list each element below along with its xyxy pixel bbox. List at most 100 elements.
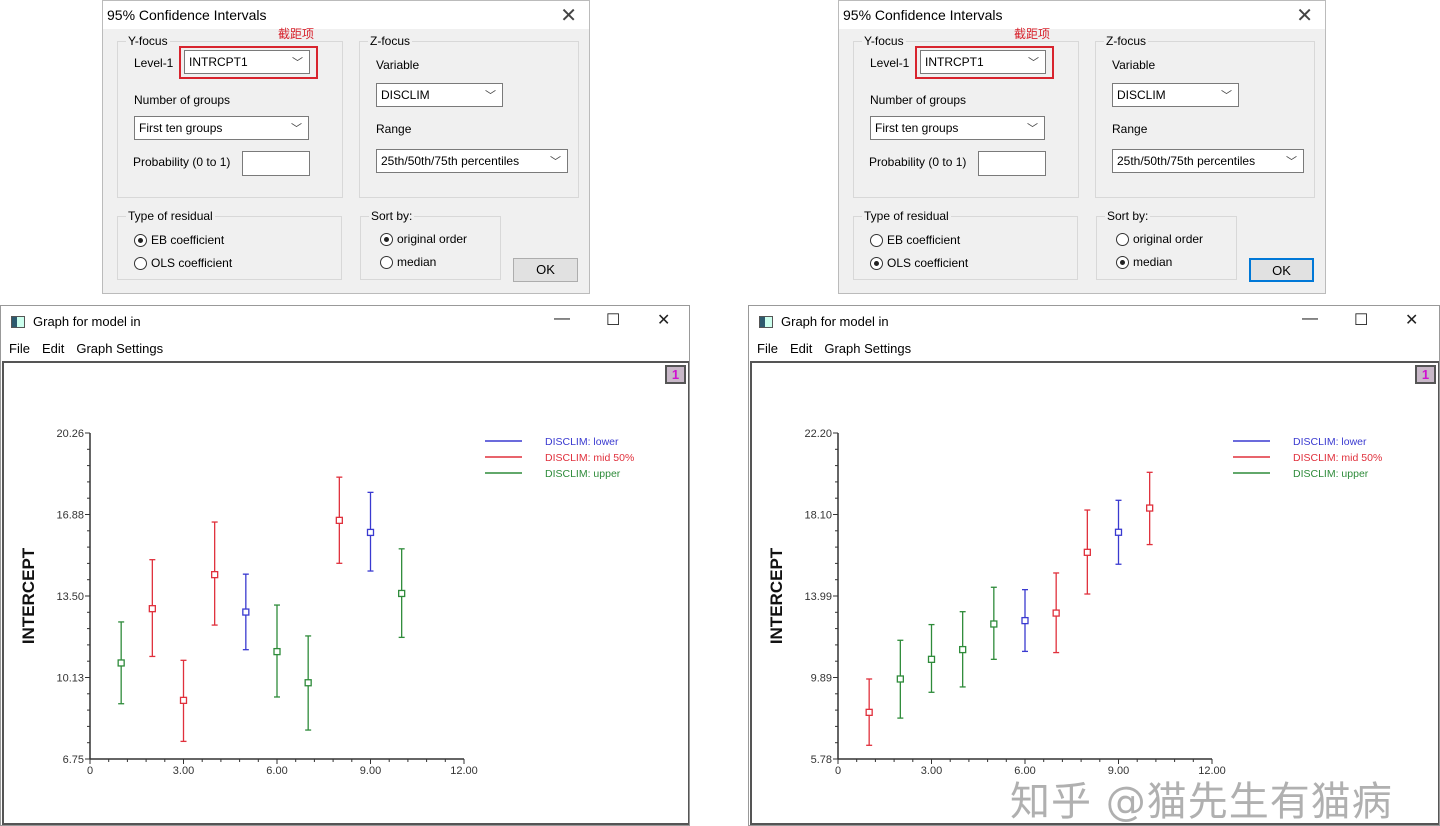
y-focus-label: Y-focus (126, 34, 170, 48)
y-tick-label: 18.10 (804, 510, 832, 522)
x-tick-label: 0 (835, 765, 841, 777)
sort-group: Sort by: (1096, 209, 1237, 280)
chevron-down-icon: ﹀ (1286, 156, 1297, 168)
range-select[interactable]: 25th/50th/75th percentiles ﹀ (1112, 149, 1304, 173)
highlight-box (915, 46, 1054, 79)
menu-edit[interactable]: Edit (41, 341, 65, 356)
watermark: 知乎 @猫先生有猫病 (1010, 779, 1393, 825)
variable-select[interactable]: DISCLIM ﹀ (1112, 83, 1239, 107)
residual-group: Type of residual (853, 209, 1078, 280)
radio-label: OLS coefficient (887, 256, 969, 270)
level1-select[interactable]: INTRCPT1 ﹀ (184, 50, 310, 74)
radio-circle[interactable] (1116, 232, 1129, 246)
radio-circle[interactable] (870, 256, 883, 270)
legend-label-upper: DISCLIM: upper (1293, 468, 1369, 480)
point-marker (335, 516, 343, 525)
radio-circle[interactable] (134, 233, 147, 247)
sort-label: Sort by: (1105, 209, 1151, 223)
radio-ols-coefficient[interactable]: OLS coefficient (870, 256, 968, 270)
highlight-box (179, 46, 318, 79)
radio-eb-coefficient[interactable]: EB coefficient (870, 233, 960, 247)
point-marker (959, 645, 967, 654)
menu-graph-settings[interactable]: Graph Settings (76, 341, 164, 356)
menu-graph-settings[interactable]: Graph Settings (824, 341, 912, 356)
variable-label: Variable (1112, 58, 1156, 72)
radio-label: median (1133, 255, 1173, 269)
range-label: Range (1112, 122, 1148, 136)
point-marker (1052, 609, 1060, 617)
legend-label-mid: DISCLIM: mid 50% (1293, 452, 1382, 464)
groups-select[interactable]: First ten groups ﹀ (870, 116, 1045, 140)
maximize-icon[interactable]: ☐ (606, 312, 621, 329)
dialog-title-bar: 95% Confidence Intervals ✕ (839, 1, 1325, 29)
y-tick-label: 6.75 (63, 754, 84, 766)
radio-circle[interactable] (134, 256, 147, 270)
y-tick-label: 13.50 (56, 591, 84, 603)
radio-ols-coefficient[interactable]: OLS coefficient (134, 256, 232, 270)
menu-bar: File Edit Graph Settings (757, 341, 911, 356)
graph-window: Graph for model in — ☐ ✕ File Edit Graph… (0, 305, 690, 826)
range-value: 25th/50th/75th percentiles (1117, 154, 1256, 168)
probability-input[interactable] (978, 151, 1046, 176)
confidence-intervals-dialog: 95% Confidence Intervals ✕ 截距项 Y-focus L… (838, 0, 1326, 294)
x-tick-label: 6.00 (266, 765, 287, 777)
point-marker (273, 647, 281, 656)
y-tick-label: 22.20 (804, 428, 832, 440)
graph-number-badge[interactable]: 1 (665, 365, 686, 384)
level1-select[interactable]: INTRCPT1 ﹀ (920, 50, 1046, 74)
probability-input[interactable] (242, 151, 310, 176)
y-tick-label: 16.88 (56, 510, 84, 522)
groups-select[interactable]: First ten groups ﹀ (134, 116, 309, 140)
variable-select[interactable]: DISCLIM ﹀ (376, 83, 503, 107)
x-tick-label: 3.00 (921, 765, 942, 777)
radio-label: median (397, 255, 437, 269)
minimize-icon[interactable]: — (1302, 310, 1318, 327)
menu-file[interactable]: File (9, 341, 30, 356)
legend-label-upper: DISCLIM: upper (545, 468, 621, 480)
minimize-icon[interactable]: — (554, 310, 570, 327)
graph-title-bar: Graph for model in — ☐ ✕ (749, 306, 1439, 336)
close-icon[interactable]: ✕ (1405, 312, 1419, 329)
close-icon[interactable]: ✕ (560, 5, 577, 27)
legend-label-lower: DISCLIM: lower (1293, 436, 1367, 448)
close-icon[interactable]: ✕ (1296, 5, 1313, 27)
app-icon (759, 316, 773, 328)
range-select[interactable]: 25th/50th/75th percentiles ﹀ (376, 149, 568, 173)
maximize-icon[interactable]: ☐ (1354, 312, 1369, 329)
y-axis-label: INTERCEPT (767, 547, 786, 644)
radio-circle[interactable] (870, 233, 883, 247)
point-marker (1146, 504, 1154, 512)
radio-original-order[interactable]: original order (1116, 232, 1203, 246)
x-tick-label: 6.00 (1014, 765, 1035, 777)
chevron-down-icon: ﹀ (1028, 57, 1039, 69)
radio-median[interactable]: median (1116, 255, 1172, 269)
y-tick-label: 20.26 (56, 428, 84, 440)
variable-value: DISCLIM (381, 88, 430, 102)
radio-label: original order (397, 232, 468, 246)
level1-value: INTRCPT1 (925, 55, 984, 69)
groups-value: First ten groups (875, 121, 959, 135)
x-tick-label: 9.00 (360, 765, 381, 777)
radio-circle[interactable] (1116, 255, 1129, 269)
menu-edit[interactable]: Edit (789, 341, 813, 356)
radio-circle[interactable] (380, 255, 393, 269)
close-icon[interactable]: ✕ (657, 312, 671, 329)
x-tick-label: 0 (87, 765, 93, 777)
ok-button[interactable]: OK (1249, 258, 1314, 282)
point-marker (398, 589, 406, 598)
radio-label: EB coefficient (887, 233, 961, 247)
chevron-down-icon: ﹀ (292, 57, 303, 69)
menu-file[interactable]: File (757, 341, 778, 356)
point-marker (927, 655, 936, 663)
radio-median[interactable]: median (380, 255, 436, 269)
graph-window-title: Graph for model in (33, 314, 141, 329)
graph-number-badge[interactable]: 1 (1415, 365, 1436, 384)
point-marker (1083, 548, 1091, 556)
radio-circle[interactable] (380, 232, 393, 246)
ok-button[interactable]: OK (513, 258, 578, 282)
radio-eb-coefficient[interactable]: EB coefficient (134, 233, 224, 247)
point-marker (117, 659, 125, 667)
radio-original-order[interactable]: original order (380, 232, 467, 246)
chevron-down-icon: ﹀ (1221, 90, 1232, 102)
residual-label: Type of residual (126, 209, 215, 223)
